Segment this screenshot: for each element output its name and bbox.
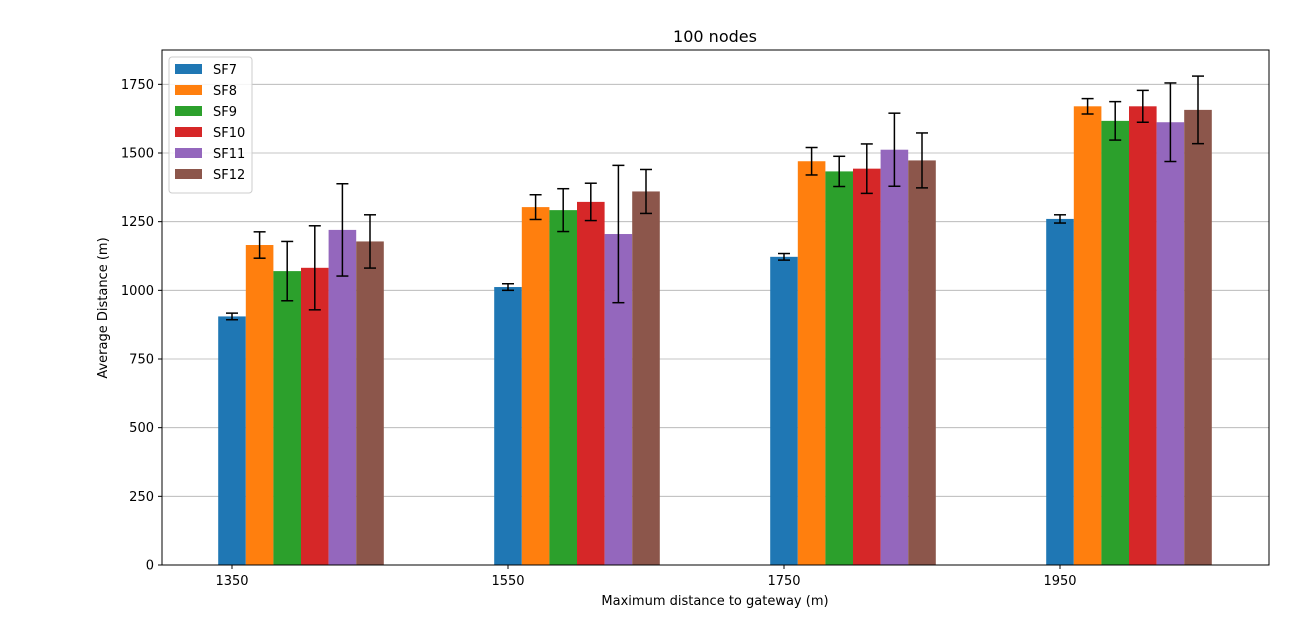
legend: SF7 SF8 SF9 SF10 SF11 SF12 bbox=[168, 56, 253, 194]
bar-sf9 bbox=[1101, 120, 1129, 565]
y-tick-label: 250 bbox=[129, 490, 154, 505]
bar-sf7 bbox=[218, 316, 246, 565]
bar-sf11 bbox=[1156, 122, 1185, 565]
chart-title: 100 nodes bbox=[673, 27, 757, 46]
bar-sf10 bbox=[577, 201, 605, 565]
bar-sf11 bbox=[880, 149, 909, 566]
legend-label: SF8 bbox=[213, 84, 237, 99]
bar-sf8 bbox=[1073, 106, 1102, 565]
bar-sf9 bbox=[825, 171, 853, 566]
legend-swatch bbox=[175, 148, 202, 158]
legend-swatch bbox=[175, 106, 202, 116]
legend-label: SF10 bbox=[213, 126, 245, 141]
bar-sf7 bbox=[770, 256, 798, 565]
bar-sf9 bbox=[549, 210, 577, 565]
bar-sf12 bbox=[356, 241, 384, 565]
x-tick-label: 1950 bbox=[1043, 574, 1076, 589]
x-tick-label: 1550 bbox=[491, 574, 524, 589]
y-axis: 0 250 500 750 1000 1250 1500 1750 bbox=[121, 78, 162, 574]
legend-swatch bbox=[175, 127, 202, 137]
bar-sf8 bbox=[521, 207, 550, 566]
bar-sf9 bbox=[273, 271, 301, 565]
bar-sf10 bbox=[853, 168, 881, 565]
bar-sf12 bbox=[1184, 109, 1212, 566]
plot-frame bbox=[161, 49, 1270, 566]
bar-sf8 bbox=[797, 161, 826, 566]
y-tick-label: 1500 bbox=[121, 147, 154, 162]
x-axis: 1350 1550 1750 1950 bbox=[215, 565, 1077, 589]
bar-sf10 bbox=[301, 267, 329, 565]
legend-swatch bbox=[175, 169, 202, 179]
bar-sf8 bbox=[245, 245, 274, 565]
x-tick-label: 1350 bbox=[215, 574, 248, 589]
legend-label: SF11 bbox=[213, 147, 245, 162]
legend-swatch bbox=[175, 64, 202, 74]
x-axis-title: Maximum distance to gateway (m) bbox=[601, 594, 828, 609]
bar-sf12 bbox=[908, 160, 936, 565]
legend-label: SF7 bbox=[213, 63, 237, 78]
y-axis-title: Average Distance (m) bbox=[96, 237, 111, 378]
bar-sf12 bbox=[632, 191, 660, 565]
y-tick-label: 750 bbox=[129, 353, 154, 368]
y-tick-label: 1000 bbox=[121, 284, 154, 299]
bar-sf7 bbox=[494, 287, 522, 565]
legend-swatch bbox=[175, 85, 202, 95]
y-tick-label: 1250 bbox=[121, 215, 154, 230]
y-tick-label: 1750 bbox=[121, 78, 154, 93]
bar-sf10 bbox=[1129, 106, 1157, 565]
y-tick-label: 500 bbox=[129, 421, 154, 436]
y-tick-label: 0 bbox=[146, 559, 154, 574]
legend-label: SF12 bbox=[213, 168, 245, 183]
x-tick-label: 1750 bbox=[767, 574, 800, 589]
legend-label: SF9 bbox=[213, 105, 237, 120]
bar-sf7 bbox=[1046, 218, 1074, 566]
bar-sf11 bbox=[328, 229, 357, 565]
error-bars bbox=[226, 75, 1204, 321]
